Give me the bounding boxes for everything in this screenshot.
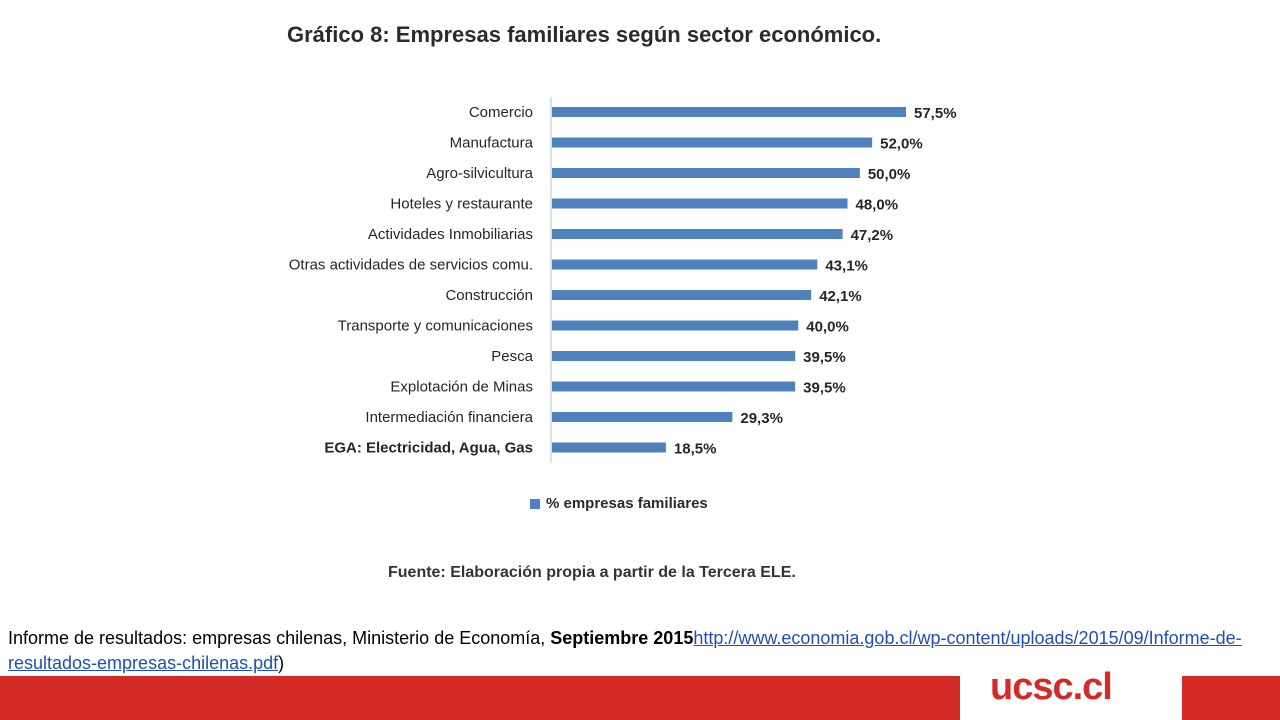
value-label-4: 48,0%	[856, 197, 899, 214]
category-label-2: Manufactura	[450, 135, 534, 152]
bar-10	[552, 381, 796, 392]
legend-label: % empresas familiares	[546, 495, 708, 512]
category-label-5: Actividades Inmobiliarias	[368, 226, 533, 243]
bar-8	[552, 320, 799, 331]
chart-title: Gráfico 8: Empresas familiares según sec…	[287, 22, 882, 47]
value-label-8: 40,0%	[806, 319, 849, 336]
bar-1	[552, 107, 906, 117]
value-label-12: 18,5%	[674, 441, 717, 458]
category-label-8: Transporte y comunicaciones	[338, 318, 533, 335]
value-label-5: 47,2%	[851, 227, 894, 244]
bar-5	[552, 229, 843, 239]
bar-2	[552, 137, 873, 148]
bar-3	[552, 168, 860, 178]
bar-7	[552, 290, 812, 300]
bar-9	[552, 351, 796, 361]
legend-swatch	[530, 498, 540, 509]
category-label-10: Explotación de Minas	[390, 379, 533, 396]
reference-date: Septiembre 2015	[550, 628, 694, 648]
category-label-3: Agro-silvicultura	[426, 165, 533, 182]
footer-red-band-left	[0, 676, 960, 720]
category-label-4: Hoteles y restaurante	[390, 196, 533, 213]
reference-closing: )	[278, 653, 285, 673]
footer-red-band-right	[1182, 676, 1280, 720]
bar-chart: Comercio 57,5% Manufactura 52,0% Agro-silvic…	[289, 97, 957, 463]
value-label-9: 39,5%	[803, 349, 846, 366]
bar-4	[552, 198, 848, 209]
value-label-2: 52,0%	[880, 136, 923, 153]
value-label-6: 43,1%	[825, 258, 868, 275]
source-note: Fuente: Elaboración propia a partir de l…	[388, 564, 796, 581]
bar-12	[552, 442, 666, 453]
reference-link[interactable]: http://www.economia.gob.cl/wp-content/up…	[8, 628, 1242, 673]
bar-6	[552, 259, 818, 270]
category-label-6: Otras actividades de servicios comu.	[289, 257, 533, 274]
footer-bar	[0, 676, 1280, 720]
category-label-12: EGA: Electricidad, Agua, Gas	[324, 440, 533, 457]
value-label-10: 39,5%	[803, 380, 846, 397]
value-label-1: 57,5%	[914, 105, 957, 122]
reference-prefix: Informe de resultados: empresas chilenas…	[8, 628, 551, 648]
category-label-7: Construcción	[445, 287, 533, 304]
value-label-7: 42,1%	[819, 288, 862, 305]
value-label-3: 50,0%	[868, 166, 911, 183]
category-label-11: Intermediación financiera	[365, 409, 533, 426]
bar-11	[552, 412, 733, 422]
reference-text: Informe de resultados: empresas chilenas…	[8, 626, 1248, 676]
legend: % empresas familiares	[530, 495, 708, 512]
value-label-11: 29,3%	[740, 410, 783, 427]
ucsc-logo: ucsc.cl	[990, 666, 1113, 708]
category-label-9: Pesca	[491, 348, 533, 365]
category-label-1: Comercio	[469, 104, 533, 121]
